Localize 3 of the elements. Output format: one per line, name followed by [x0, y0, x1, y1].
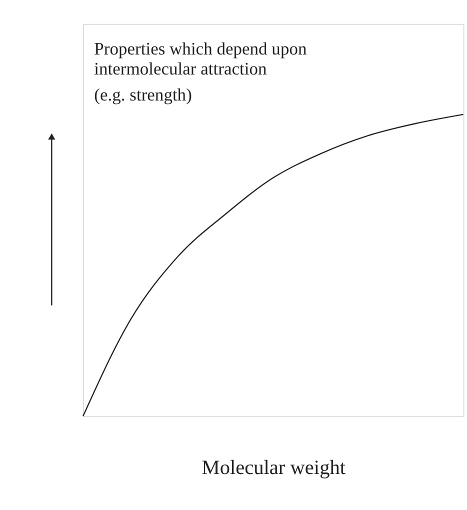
x-axis-title: Molecular weight [202, 456, 346, 479]
text: (e.g. strength) [94, 84, 192, 105]
text: Properties which depend upon intermolecular attraction [94, 38, 307, 79]
